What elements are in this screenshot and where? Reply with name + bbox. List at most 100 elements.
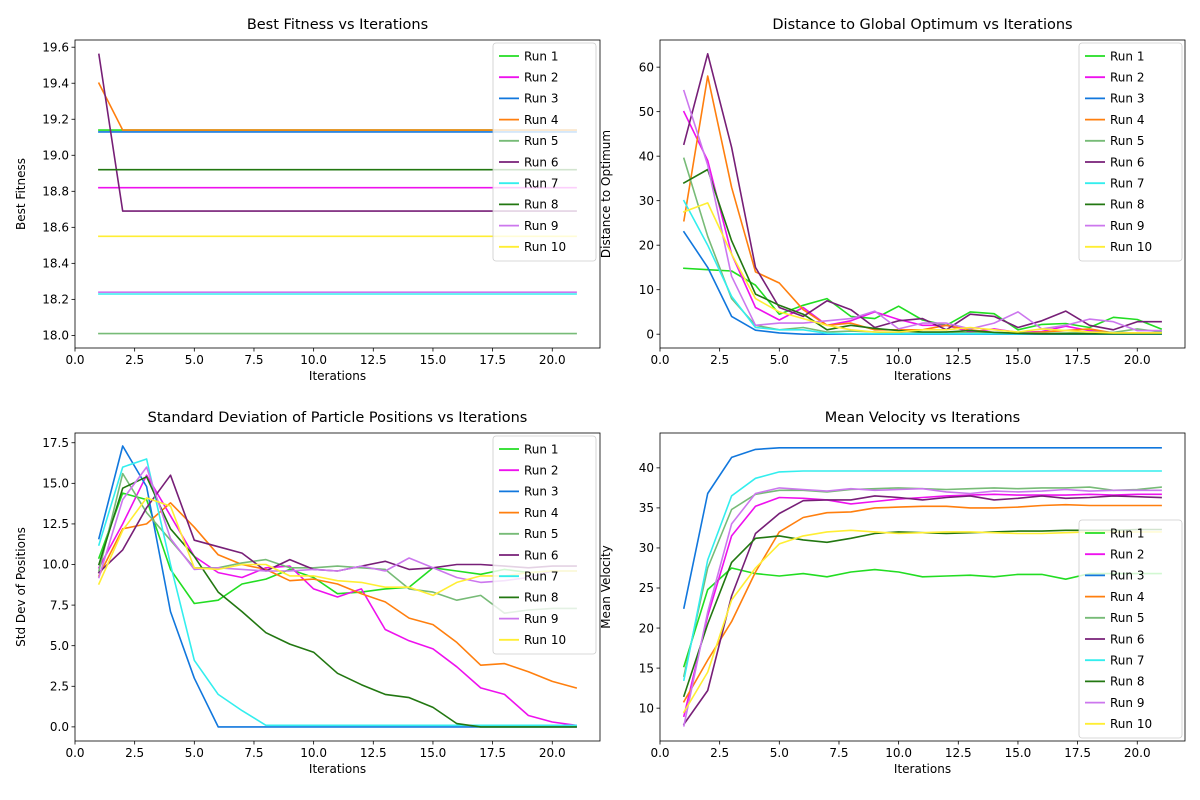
- y-tick-label: 19.6: [42, 40, 69, 54]
- chart-panel-4: Mean Velocity vs Iterations 0.0 2.5 5.0 7.5 1…: [599, 410, 1186, 776]
- y-tick-label: 18.8: [42, 184, 69, 198]
- series-line-run-3: [682, 446, 1162, 609]
- series-line-run-2: [97, 474, 578, 727]
- y-tick-label: 19.4: [42, 76, 69, 90]
- x-tick-label: 2.5: [125, 746, 144, 760]
- series-group: [682, 52, 1163, 336]
- x-tick-label: 5.0: [770, 353, 789, 367]
- y-tick-label: 19.2: [42, 112, 69, 126]
- series-line-run-8: [682, 168, 1162, 335]
- y-tick-label: 40: [639, 461, 654, 475]
- x-tick-label: 12.5: [360, 353, 387, 367]
- series-line-run-9: [682, 89, 1162, 332]
- x-tick-label: 10.0: [885, 353, 912, 367]
- legend-entry-label: Run 4: [1110, 113, 1144, 127]
- legend-entry-label: Run 3: [524, 92, 558, 106]
- legend-entry-label: Run 4: [1110, 590, 1144, 604]
- x-tick-label: 2.5: [710, 353, 729, 367]
- y-tick-label: 5.0: [50, 639, 69, 653]
- x-axis-label: Iterations: [894, 369, 951, 383]
- legend-entry-label: Run 6: [524, 548, 558, 562]
- legend: Run 1 Run 2 Run 3 Run 4 Run 5 Run 6 Run 7 Run 8…: [1078, 519, 1183, 739]
- x-tick-label: 7.5: [244, 353, 263, 367]
- x-tick-label: 0.0: [65, 353, 84, 367]
- legend-entry-label: Run 7: [524, 177, 558, 191]
- legend-entry-label: Run 9: [1110, 696, 1144, 710]
- x-tick-label: 5.0: [185, 746, 204, 760]
- x-tick-label: 0.0: [650, 746, 669, 760]
- legend-entry-label: Run 2: [1110, 548, 1144, 562]
- x-tick-label: 10.0: [300, 353, 327, 367]
- y-tick-label: 12.5: [42, 517, 69, 531]
- chart-title: Best Fitness vs Iterations: [247, 17, 428, 33]
- x-axis-label: Iterations: [309, 762, 366, 776]
- legend-entry-label: Run 1: [1110, 49, 1144, 63]
- legend-entry-label: Run 7: [1110, 654, 1144, 668]
- x-tick-label: 15.0: [1005, 353, 1032, 367]
- chart-panel-1: Best Fitness vs Iterations 0.0 2.5 5.0 7.5 10…: [14, 17, 601, 383]
- legend-entry-label: Run 9: [524, 219, 558, 233]
- chart-title: Standard Deviation of Particle Positions…: [148, 410, 528, 426]
- y-tick-label: 0.0: [50, 720, 69, 734]
- legend-entry-label: Run 4: [524, 506, 558, 520]
- chart-panel-3: Standard Deviation of Particle Positions…: [14, 410, 601, 776]
- y-tick-label: 17.5: [42, 436, 69, 450]
- legend-entry-label: Run 5: [1110, 611, 1144, 625]
- y-tick-label: 20: [639, 238, 654, 252]
- y-axis-label: Mean Velocity: [599, 545, 613, 629]
- legend-entry-label: Run 3: [524, 485, 558, 499]
- x-tick-label: 10.0: [885, 746, 912, 760]
- x-tick-label: 20.0: [539, 746, 566, 760]
- y-tick-label: 10: [639, 283, 654, 297]
- chart-title: Mean Velocity vs Iterations: [825, 410, 1020, 426]
- legend-entry-label: Run 8: [524, 591, 558, 605]
- x-tick-label: 7.5: [829, 746, 848, 760]
- legend-entry-label: Run 6: [524, 155, 558, 169]
- x-axis-label: Iterations: [894, 762, 951, 776]
- legend-entry-label: Run 9: [524, 612, 558, 626]
- x-tick-label: 17.5: [479, 746, 506, 760]
- x-tick-label: 2.5: [125, 353, 144, 367]
- y-tick-label: 25: [639, 581, 654, 595]
- y-axis-label: Std Dev of Positions: [14, 527, 28, 647]
- x-tick-label: 17.5: [479, 353, 506, 367]
- legend-entry-label: Run 1: [1110, 526, 1144, 540]
- chart-panel-2: Distance to Global Optimum vs Iterations…: [599, 17, 1186, 383]
- y-tick-label: 10: [639, 701, 654, 715]
- series-line-run-7: [682, 470, 1162, 682]
- legend-entry-label: Run 10: [524, 633, 566, 647]
- y-tick-label: 7.5: [50, 598, 69, 612]
- x-tick-label: 17.5: [1064, 746, 1091, 760]
- x-tick-label: 20.0: [1124, 746, 1151, 760]
- y-tick-label: 18.0: [42, 329, 69, 343]
- series-line-run-8: [97, 475, 577, 728]
- y-tick-label: 20: [639, 621, 654, 635]
- x-tick-label: 10.0: [300, 746, 327, 760]
- x-tick-label: 7.5: [829, 353, 848, 367]
- legend-entry-label: Run 7: [1110, 177, 1144, 191]
- x-tick-label: 5.0: [770, 746, 789, 760]
- y-tick-label: 10.0: [42, 558, 69, 572]
- series-line-run-4: [97, 501, 578, 689]
- legend-entry-label: Run 10: [1110, 240, 1152, 254]
- y-tick-label: 15.0: [42, 477, 69, 491]
- x-tick-label: 0.0: [650, 353, 669, 367]
- x-tick-label: 12.5: [945, 353, 972, 367]
- series-line-run-7: [97, 458, 577, 727]
- legend-entry-label: Run 5: [524, 527, 558, 541]
- legend-entry-label: Run 8: [524, 198, 558, 212]
- x-tick-label: 12.5: [360, 746, 387, 760]
- y-tick-label: 18.6: [42, 221, 69, 235]
- plot-frame: [659, 39, 1186, 349]
- legend: Run 1 Run 2 Run 3 Run 4 Run 5 Run 6 Run 7 Run 8…: [1078, 42, 1183, 262]
- series-line-run-1: [683, 267, 1163, 331]
- y-tick-label: 30: [639, 541, 654, 555]
- legend-entry-label: Run 1: [524, 49, 558, 63]
- legend-entry-label: Run 2: [1110, 71, 1144, 85]
- y-tick-label: 2.5: [50, 679, 69, 693]
- legend-entry-label: Run 3: [1110, 92, 1144, 106]
- y-tick-label: 35: [639, 501, 654, 515]
- y-tick-label: 0: [646, 327, 654, 341]
- y-tick-label: 50: [639, 105, 654, 119]
